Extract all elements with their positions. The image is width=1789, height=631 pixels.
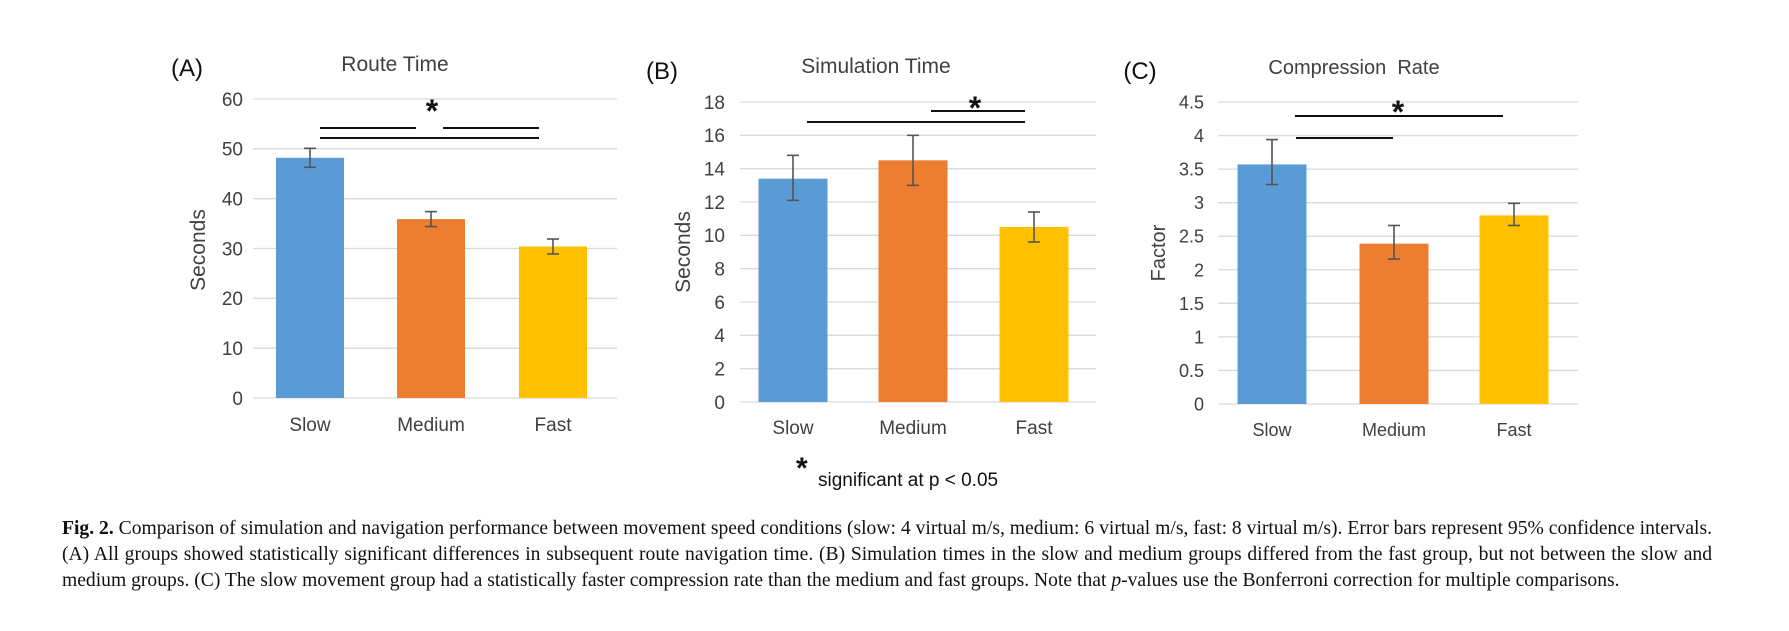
- y-tick-label: 6: [714, 293, 725, 314]
- chart-panel-c: 0 0.5 1 1.5 2 2.5 3 3.5 4 4.5 Slow Medium Fast (C) Com…: [1123, 57, 1578, 440]
- x-category-label: Fast: [535, 415, 573, 436]
- y-tick-label: 8: [714, 260, 725, 281]
- y-tick-label: 3.5: [1179, 160, 1204, 180]
- y-tick-label: 0: [714, 393, 725, 414]
- panel-label: (C): [1123, 58, 1156, 85]
- y-tick-label: 18: [704, 93, 725, 114]
- y-tick-label: 10: [704, 226, 725, 247]
- bar-medium: [397, 219, 465, 398]
- bar-fast: [1479, 215, 1549, 404]
- y-tick-label: 40: [222, 190, 243, 211]
- significance-star: *: [1392, 94, 1405, 130]
- y-tick-label: 60: [222, 90, 243, 111]
- bar-fast: [519, 246, 587, 398]
- caption-label: Fig. 2.: [62, 518, 114, 539]
- bar-medium: [878, 160, 948, 402]
- y-tick-label: 14: [704, 160, 726, 181]
- y-tick-label: 12: [704, 193, 725, 214]
- y-tick-label: 3: [1194, 193, 1204, 213]
- chart-panel-a: 0 10 20 30 40 50 60 Slow Medium Fast (A) Route Time…: [171, 53, 617, 436]
- bar-slow: [758, 178, 828, 402]
- y-tick-label: 2: [1194, 260, 1204, 280]
- significance-note-text: significant at p < 0.05: [818, 470, 998, 491]
- y-tick-label: 4: [714, 326, 725, 347]
- bar-slow: [1237, 164, 1307, 404]
- y-tick-label: 4.5: [1179, 92, 1204, 112]
- significance-star: *: [426, 93, 439, 129]
- bar-medium: [1359, 243, 1429, 404]
- y-tick-label: 1: [1194, 327, 1204, 347]
- y-tick-label: 0.5: [1179, 361, 1204, 381]
- y-tick-label: 2: [714, 360, 725, 381]
- y-axis-label: Seconds: [187, 209, 210, 291]
- bar-fast: [999, 227, 1069, 402]
- chart-title: Route Time: [341, 53, 448, 76]
- x-category-label: Slow: [772, 418, 813, 439]
- significance-note: * significant at p < 0.05: [796, 452, 998, 491]
- y-tick-label: 10: [222, 339, 243, 360]
- significance-note-marker: *: [796, 452, 808, 485]
- x-category-label: Slow: [289, 415, 330, 436]
- x-category-label: Slow: [1252, 420, 1292, 440]
- y-tick-label: 16: [704, 126, 725, 147]
- x-category-label: Medium: [879, 418, 947, 439]
- chart-title: Simulation Time: [801, 55, 950, 78]
- significance-star: *: [969, 90, 982, 126]
- y-tick-label: 50: [222, 140, 243, 161]
- y-tick-label: 1.5: [1179, 294, 1204, 314]
- y-tick-label: 0: [1194, 394, 1204, 414]
- caption-text: Comparison of simulation and navigation …: [62, 518, 1713, 591]
- figure-caption: Fig. 2. Comparison of simulation and nav…: [62, 516, 1712, 594]
- panel-label: (B): [646, 58, 678, 85]
- caption-p-symbol: p: [1111, 570, 1122, 591]
- y-axis-label: Factor: [1148, 224, 1170, 281]
- chart-title: Compression Rate: [1268, 57, 1439, 79]
- caption-text-end: -values use the Bonferroni correction fo…: [1121, 570, 1620, 591]
- x-category-label: Fast: [1016, 418, 1054, 439]
- x-category-label: Medium: [397, 415, 465, 436]
- y-axis-label: Seconds: [672, 211, 695, 293]
- y-tick-label: 0: [232, 389, 243, 410]
- y-tick-label: 30: [222, 239, 243, 260]
- panel-label: (A): [171, 55, 203, 82]
- chart-panel-b: 0 2 4 6 8 10 12 14 16 18 Slow Medium Fast (B) Simulati…: [646, 55, 1096, 439]
- bar-slow: [276, 157, 344, 398]
- y-tick-label: 20: [222, 289, 243, 310]
- x-category-label: Fast: [1496, 420, 1531, 440]
- y-tick-label: 4: [1194, 126, 1204, 146]
- y-tick-label: 2.5: [1179, 227, 1204, 247]
- x-category-label: Medium: [1362, 420, 1426, 440]
